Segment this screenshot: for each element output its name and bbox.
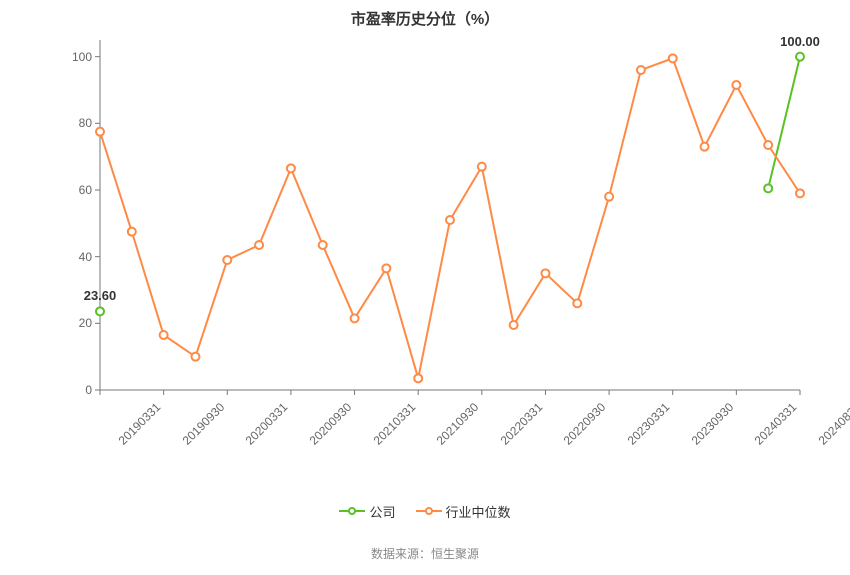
y-tick-label: 40 <box>52 250 92 264</box>
legend-swatch <box>339 504 365 518</box>
legend-item: 行业中位数 <box>416 502 511 521</box>
chart-source: 数据来源：恒生聚源 <box>0 545 850 562</box>
y-tick-label: 100 <box>52 50 92 64</box>
chart-plot <box>0 0 850 575</box>
legend-label: 公司 <box>369 502 395 521</box>
y-tick-label: 20 <box>52 316 92 330</box>
legend-label: 行业中位数 <box>446 502 511 521</box>
data-point-label: 23.60 <box>84 288 117 303</box>
y-tick-label: 0 <box>52 383 92 397</box>
source-text: 数据来源：恒生聚源 <box>371 547 479 561</box>
y-tick-label: 60 <box>52 183 92 197</box>
data-point-label: 100.00 <box>780 34 820 49</box>
chart-legend: 公司 行业中位数 <box>0 500 850 521</box>
y-tick-label: 80 <box>52 116 92 130</box>
legend-swatch <box>416 504 442 518</box>
legend-item: 公司 <box>339 502 395 521</box>
chart-container: 市盈率历史分位（%） 02040608010020190331201909302… <box>0 0 850 575</box>
